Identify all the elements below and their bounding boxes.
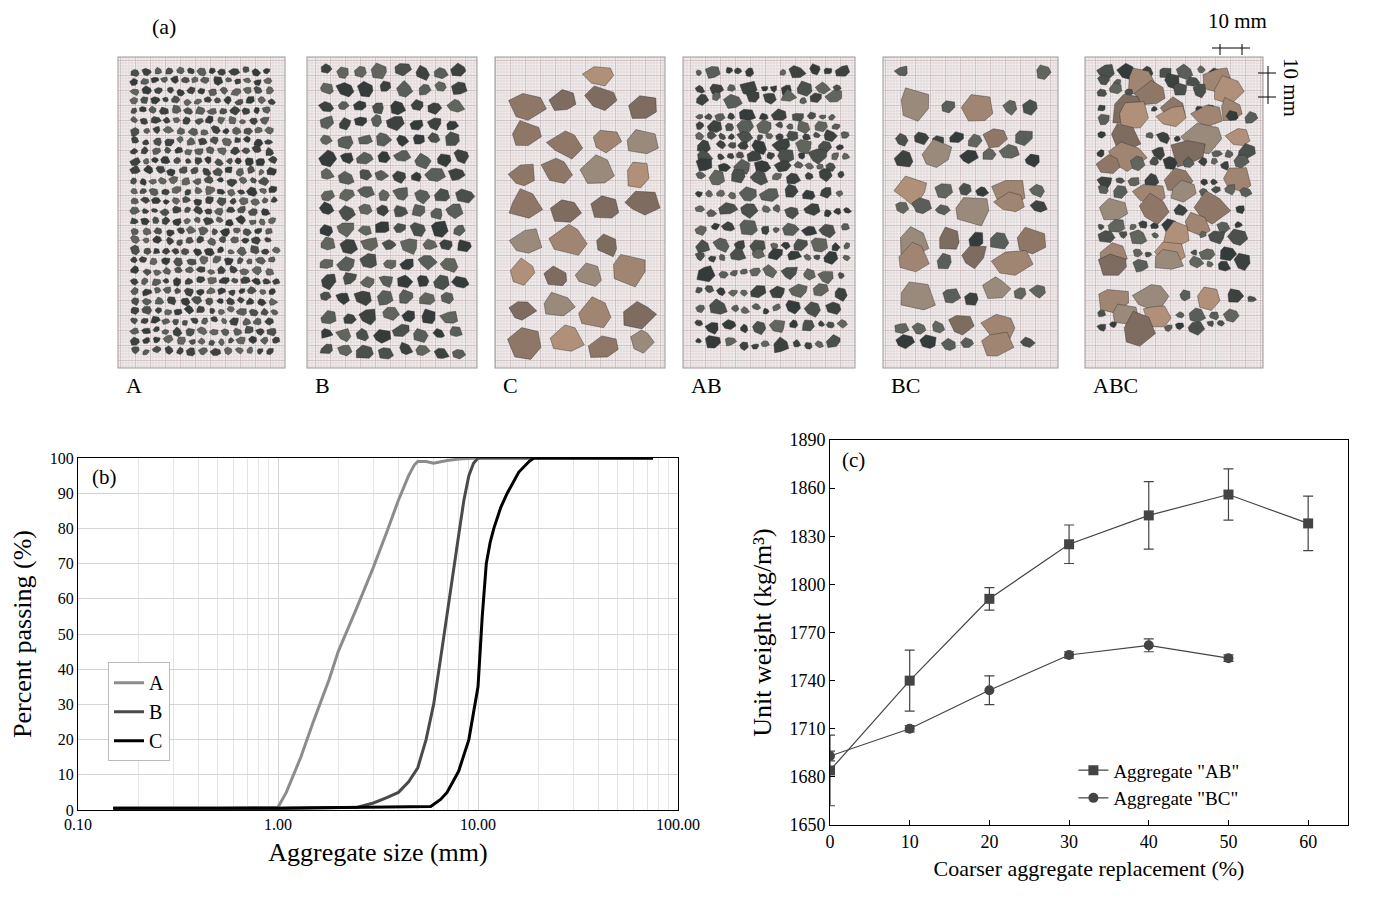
svg-text:A: A bbox=[126, 373, 142, 398]
svg-text:(b): (b) bbox=[92, 465, 117, 489]
svg-text:1770: 1770 bbox=[789, 623, 825, 643]
svg-text:1800: 1800 bbox=[789, 575, 825, 595]
svg-text:20: 20 bbox=[58, 731, 74, 748]
svg-text:100.00: 100.00 bbox=[656, 816, 700, 833]
svg-text:70: 70 bbox=[58, 555, 74, 572]
svg-text:(a): (a) bbox=[152, 14, 176, 39]
svg-text:A: A bbox=[149, 672, 164, 694]
svg-text:90: 90 bbox=[58, 485, 74, 502]
svg-text:60: 60 bbox=[1299, 832, 1317, 852]
svg-text:30: 30 bbox=[58, 696, 74, 713]
svg-text:50: 50 bbox=[58, 626, 74, 643]
svg-text:20: 20 bbox=[980, 832, 998, 852]
svg-text:1650: 1650 bbox=[789, 815, 825, 835]
svg-text:40: 40 bbox=[58, 661, 74, 678]
svg-text:1.00: 1.00 bbox=[264, 816, 292, 833]
svg-text:B: B bbox=[149, 701, 162, 723]
svg-text:Coarser aggregate replacement: Coarser aggregate replacement (%) bbox=[934, 856, 1245, 881]
svg-text:B: B bbox=[315, 373, 330, 398]
svg-text:ABC: ABC bbox=[1093, 373, 1138, 398]
svg-text:10 mm: 10 mm bbox=[1208, 9, 1267, 33]
svg-text:C: C bbox=[149, 730, 162, 752]
svg-text:C: C bbox=[503, 373, 518, 398]
svg-text:10 mm: 10 mm bbox=[1279, 58, 1303, 117]
svg-text:1830: 1830 bbox=[789, 527, 825, 547]
svg-text:Percent passing (%): Percent passing (%) bbox=[8, 530, 37, 738]
svg-text:BC: BC bbox=[891, 373, 920, 398]
svg-text:Unit weight (kg/m³): Unit weight (kg/m³) bbox=[748, 528, 777, 737]
svg-text:Aggregate "AB": Aggregate "AB" bbox=[1113, 761, 1239, 782]
svg-text:Aggregate size (mm): Aggregate size (mm) bbox=[268, 838, 487, 867]
svg-text:0: 0 bbox=[66, 802, 74, 819]
svg-text:1680: 1680 bbox=[789, 767, 825, 787]
svg-text:AB: AB bbox=[691, 373, 722, 398]
svg-text:0: 0 bbox=[826, 832, 835, 852]
svg-text:1860: 1860 bbox=[789, 478, 825, 498]
svg-text:(c): (c) bbox=[842, 448, 865, 472]
svg-text:Aggregate "BC": Aggregate "BC" bbox=[1113, 788, 1238, 809]
svg-text:10: 10 bbox=[901, 832, 919, 852]
svg-text:40: 40 bbox=[1140, 832, 1158, 852]
svg-text:10: 10 bbox=[58, 766, 74, 783]
svg-text:1740: 1740 bbox=[789, 671, 825, 691]
svg-text:80: 80 bbox=[58, 520, 74, 537]
svg-text:60: 60 bbox=[58, 590, 74, 607]
svg-text:10.00: 10.00 bbox=[460, 816, 496, 833]
svg-text:50: 50 bbox=[1219, 832, 1237, 852]
svg-text:30: 30 bbox=[1060, 832, 1078, 852]
svg-text:1890: 1890 bbox=[789, 430, 825, 450]
svg-text:100: 100 bbox=[50, 450, 74, 467]
svg-text:0.10: 0.10 bbox=[64, 816, 92, 833]
svg-text:1710: 1710 bbox=[789, 719, 825, 739]
